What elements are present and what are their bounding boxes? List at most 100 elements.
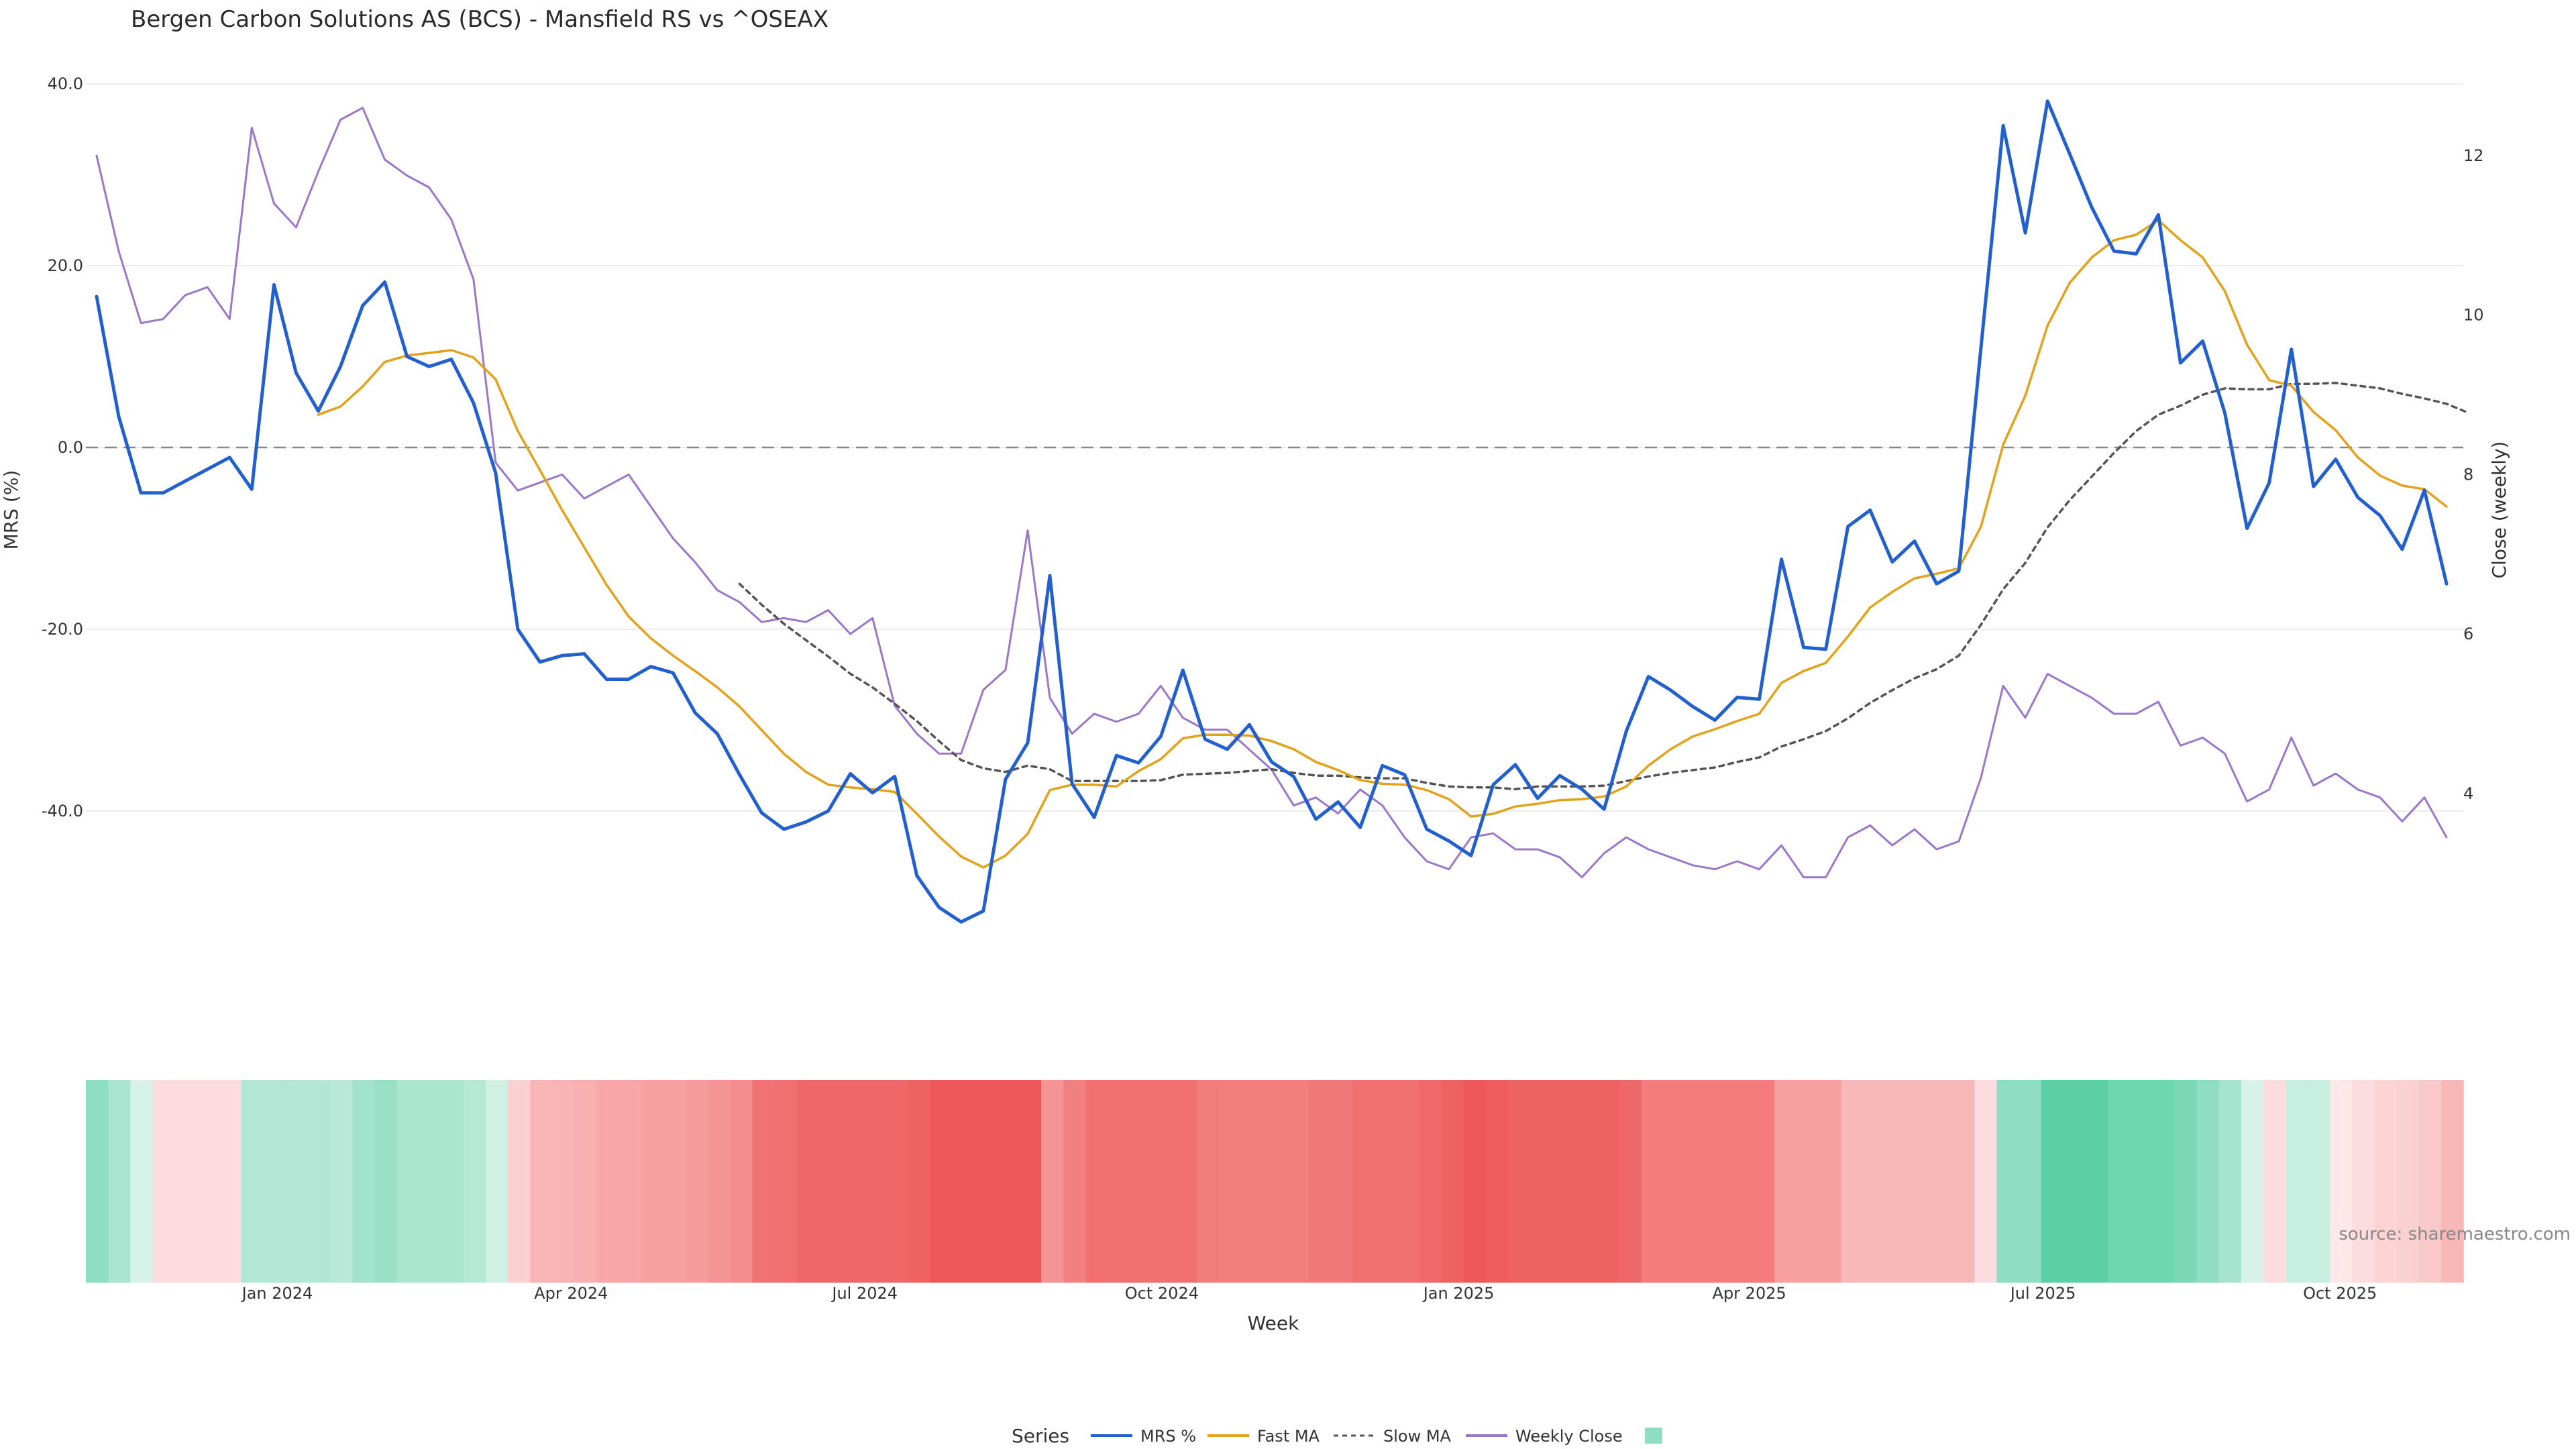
y-left-tick-1: 20.0 [48, 256, 83, 275]
heat-cell-105 [2418, 1080, 2442, 1283]
heat-cell-83 [1930, 1080, 1953, 1283]
heat-cell-3 [152, 1080, 176, 1283]
y-right-tick-2: 8 [2463, 465, 2473, 484]
x-axis-ticks: Jan 2024 Apr 2024 Jul 2024 Oct 2024 Jan 2025… [241, 1284, 2377, 1303]
heat-cell-0 [86, 1080, 109, 1283]
series-line-fast-ma [317, 219, 2448, 869]
heat-cell-35 [863, 1080, 887, 1283]
heat-cell-27 [686, 1080, 709, 1283]
heat-cell-31 [774, 1080, 798, 1283]
y-left-tick-3: -20.0 [42, 620, 83, 639]
series-line-slow-ma [738, 382, 2470, 791]
heat-cell-30 [752, 1080, 775, 1283]
heat-cell-21 [552, 1080, 576, 1283]
heat-cell-70 [1641, 1080, 1664, 1283]
heat-cell-101 [2330, 1080, 2353, 1283]
heat-cell-66 [1552, 1080, 1575, 1283]
heat-cell-76 [1774, 1080, 1798, 1283]
heat-cell-58 [1375, 1080, 1397, 1283]
series-line-mrs- [95, 99, 2449, 924]
heat-cell-54 [1285, 1080, 1309, 1283]
heat-cell-102 [2352, 1080, 2375, 1283]
x-tick-4: Jan 2025 [1422, 1284, 1495, 1303]
heat-cell-40 [974, 1080, 998, 1283]
heat-cell-12 [352, 1080, 376, 1283]
heat-cell-4 [174, 1080, 198, 1283]
heat-cell-78 [1819, 1080, 1842, 1283]
heat-cell-25 [641, 1080, 664, 1283]
heat-cell-88 [2041, 1080, 2064, 1283]
x-tick-3: Oct 2024 [1125, 1284, 1199, 1303]
heat-cell-72 [1685, 1080, 1709, 1283]
heat-cell-63 [1485, 1080, 1509, 1283]
y-right-tick-1: 10 [2463, 306, 2484, 325]
heat-cell-32 [796, 1080, 820, 1283]
heat-cell-67 [1574, 1080, 1598, 1283]
heat-cell-103 [2374, 1080, 2398, 1283]
heat-cell-97 [2241, 1080, 2264, 1283]
heat-cell-41 [996, 1080, 1020, 1283]
heat-cell-104 [2396, 1080, 2420, 1283]
heat-cell-39 [952, 1080, 975, 1283]
heat-cell-2 [130, 1080, 154, 1283]
heat-cell-17 [464, 1080, 486, 1283]
heat-cell-57 [1352, 1080, 1375, 1283]
heat-cell-11 [330, 1080, 354, 1283]
heat-cell-85 [1974, 1080, 1998, 1283]
heat-cell-18 [486, 1080, 509, 1283]
heat-cell-65 [1529, 1080, 1553, 1283]
heat-cell-50 [1197, 1080, 1220, 1283]
heat-cell-10 [308, 1080, 331, 1283]
heat-cell-51 [1219, 1080, 1242, 1283]
legend-label-1: Fast MA [1257, 1427, 1320, 1446]
heat-cell-82 [1907, 1080, 1931, 1283]
heat-cell-37 [908, 1080, 931, 1283]
x-tick-1: Apr 2024 [534, 1284, 608, 1303]
source-note: source: sharemaestro.com [2339, 1224, 2571, 1244]
heat-cell-1 [108, 1080, 131, 1283]
x-tick-7: Oct 2025 [2303, 1284, 2377, 1303]
heat-cell-80 [1863, 1080, 1886, 1283]
y-left-tick-2: 0.0 [58, 438, 83, 457]
heat-cell-8 [263, 1080, 286, 1283]
heat-cell-13 [374, 1080, 398, 1283]
heat-cell-26 [663, 1080, 687, 1283]
y-axis-left-title: MRS (%) [0, 470, 22, 550]
heat-cell-79 [1841, 1080, 1864, 1283]
heat-cell-59 [1397, 1080, 1420, 1283]
y-right-tick-4: 4 [2463, 784, 2473, 803]
heat-cell-6 [219, 1080, 242, 1283]
heat-cell-42 [1019, 1080, 1042, 1283]
heat-cell-19 [508, 1080, 531, 1283]
heat-cell-52 [1241, 1080, 1265, 1283]
legend: Series MRS % Fast MA Slow MA Weekly Close [1012, 1425, 1662, 1447]
heat-cell-61 [1441, 1080, 1464, 1283]
heat-strip [86, 1080, 2464, 1283]
y-right-tick-3: 6 [2463, 625, 2473, 643]
heat-cell-60 [1419, 1080, 1442, 1283]
heat-cell-45 [1085, 1080, 1109, 1283]
x-tick-2: Jul 2024 [830, 1284, 898, 1303]
heat-cell-73 [1707, 1080, 1731, 1283]
heat-cell-77 [1796, 1080, 1820, 1283]
heat-cell-9 [286, 1080, 309, 1283]
heat-cell-14 [396, 1080, 420, 1283]
x-tick-6: Jul 2025 [2009, 1284, 2076, 1303]
heat-cell-20 [530, 1080, 553, 1283]
heat-cell-106 [2440, 1080, 2464, 1283]
left-axis-ticks: 40.0 20.0 0.0 -20.0 -40.0 [42, 74, 83, 820]
heat-cell-68 [1597, 1080, 1620, 1283]
heat-cell-75 [1752, 1080, 1776, 1283]
heat-cell-16 [441, 1080, 464, 1283]
heat-cell-23 [596, 1080, 620, 1283]
heat-cell-90 [2085, 1080, 2108, 1283]
heat-cell-55 [1307, 1080, 1331, 1283]
legend-label-0: MRS % [1140, 1427, 1196, 1446]
heat-cell-64 [1507, 1080, 1531, 1283]
y-axis-right-title: Close (weekly) [2488, 441, 2510, 579]
heat-cell-92 [2130, 1080, 2153, 1283]
heat-cell-86 [1996, 1080, 2020, 1283]
heat-cell-56 [1330, 1080, 1353, 1283]
heat-cell-69 [1619, 1080, 1642, 1283]
heat-cell-62 [1463, 1080, 1487, 1283]
